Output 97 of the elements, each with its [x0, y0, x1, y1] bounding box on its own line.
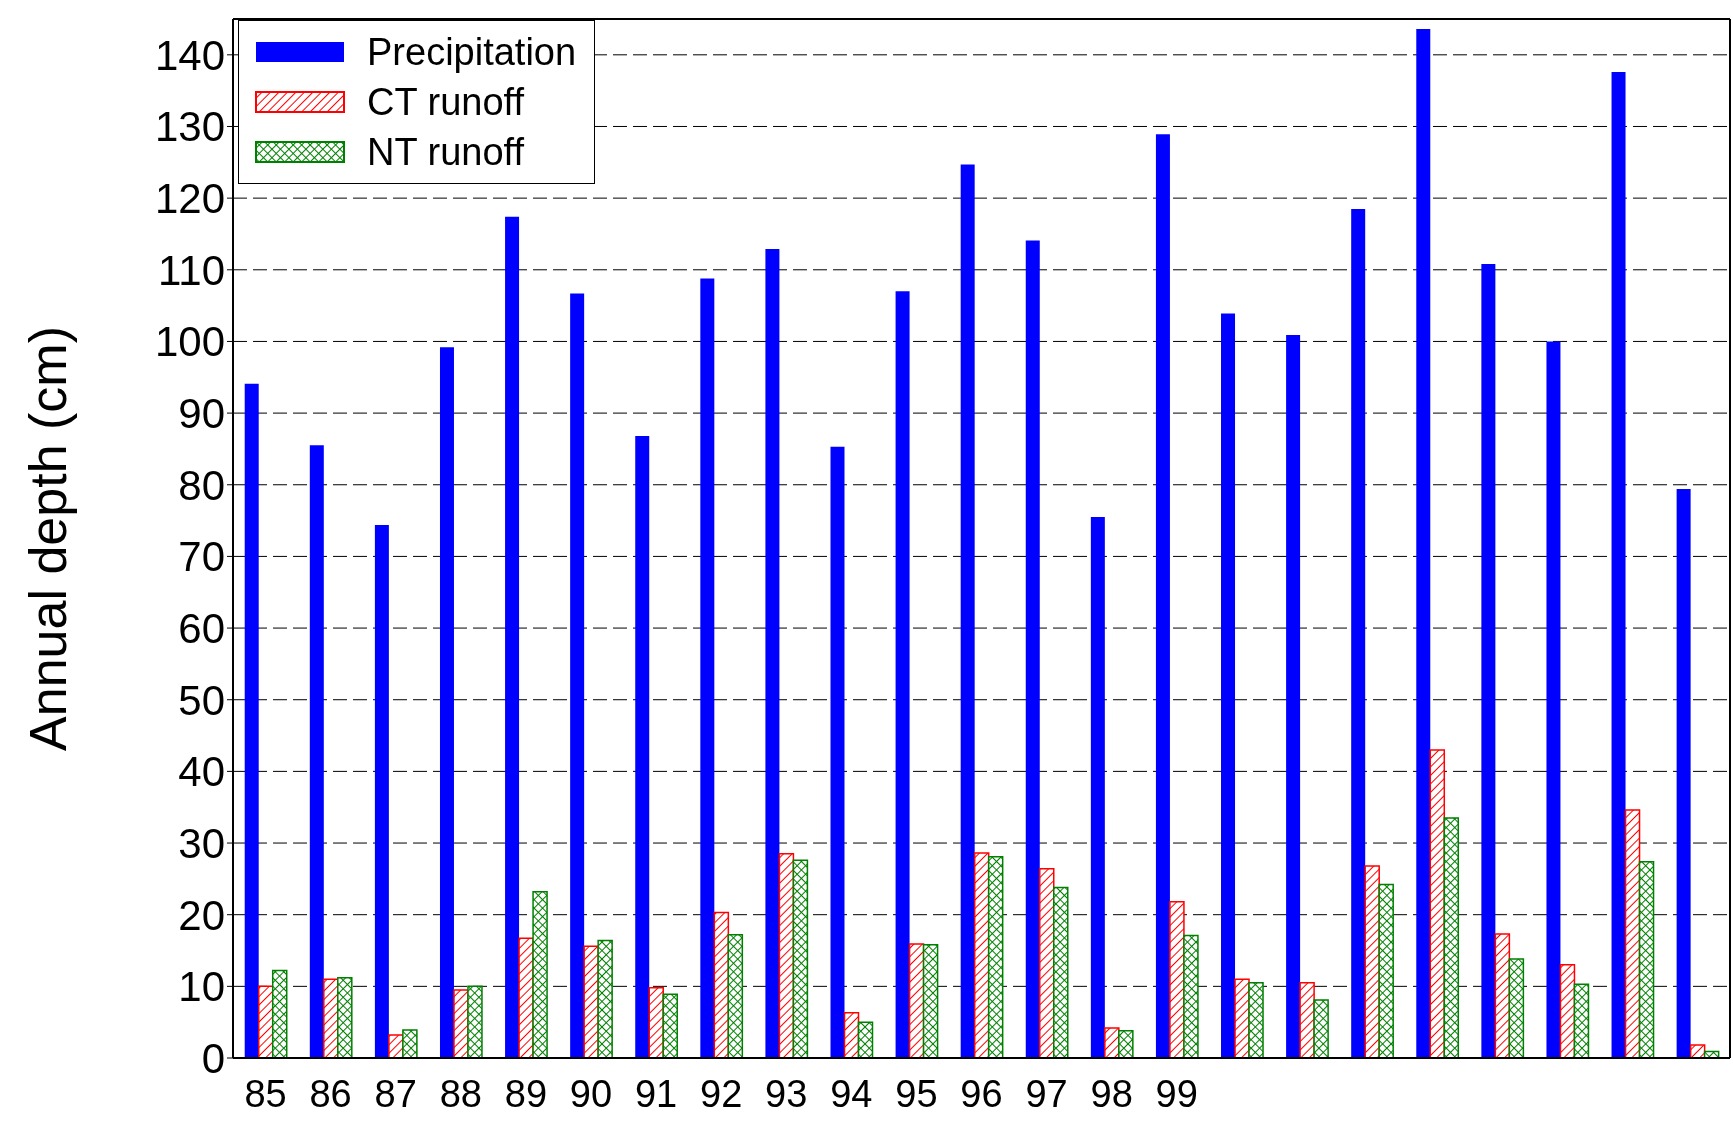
x-tick-label: 97	[1025, 1072, 1068, 1115]
bar	[309, 445, 324, 1058]
x-tick-label: 91	[634, 1072, 678, 1115]
y-tick-label: 110	[158, 246, 225, 294]
bar	[857, 1021, 874, 1058]
y-tick-label: 0	[201, 1034, 225, 1082]
bar	[1624, 809, 1641, 1058]
bar	[1351, 208, 1366, 1058]
bar	[374, 524, 389, 1058]
y-tick-label: 30	[178, 819, 225, 867]
legend-label: CT runoff	[367, 80, 525, 124]
bar	[1494, 933, 1511, 1058]
y-tick-label: 20	[178, 891, 225, 939]
x-tick-label: 86	[309, 1072, 352, 1115]
bar	[765, 249, 780, 1058]
bar	[700, 278, 715, 1058]
bar	[1313, 999, 1329, 1058]
bar	[1155, 134, 1170, 1058]
bar	[244, 383, 259, 1058]
x-tick-label: 98	[1090, 1072, 1133, 1115]
bar	[337, 977, 353, 1058]
bar	[1286, 335, 1301, 1058]
bar	[1221, 313, 1236, 1058]
y-tick-label: 100	[154, 318, 225, 366]
x-tick-label: 89	[504, 1072, 548, 1115]
bar	[987, 855, 1004, 1058]
bar	[271, 969, 288, 1058]
bar	[1118, 1030, 1134, 1058]
bar	[1364, 865, 1380, 1058]
bar	[662, 993, 678, 1058]
legend-label: Precipitation	[367, 30, 577, 74]
bar	[323, 978, 339, 1058]
bar	[1234, 978, 1250, 1058]
x-tick-label: 93	[765, 1072, 808, 1115]
bar	[1676, 489, 1691, 1058]
bar	[895, 291, 910, 1058]
bar	[532, 891, 548, 1058]
bar	[1090, 517, 1105, 1058]
bar	[830, 446, 845, 1058]
bar	[727, 934, 744, 1058]
y-tick-label: 10	[178, 963, 225, 1011]
y-tick-label: 70	[178, 533, 225, 581]
bar	[973, 852, 990, 1058]
bar	[1443, 817, 1460, 1058]
bar	[1559, 964, 1576, 1058]
bar	[922, 944, 939, 1058]
x-tick-label: 95	[895, 1072, 938, 1115]
y-tick-label: 130	[154, 103, 225, 151]
bar	[439, 347, 454, 1058]
y-tick-label: 80	[178, 461, 225, 509]
bar	[792, 859, 809, 1058]
bar	[1689, 1044, 1706, 1058]
y-tick-label: 90	[178, 390, 225, 438]
x-tick-label: 99	[1155, 1072, 1198, 1115]
bar	[648, 987, 664, 1058]
bar	[1248, 982, 1264, 1058]
bar	[1611, 72, 1626, 1058]
bar	[1183, 934, 1199, 1058]
bar	[960, 164, 975, 1058]
y-tick-label: 140	[154, 31, 225, 79]
x-tick-label: 96	[960, 1072, 1003, 1115]
bar	[1638, 860, 1655, 1058]
bar	[1299, 982, 1315, 1058]
bar	[505, 216, 520, 1058]
y-tick-label: 120	[154, 175, 225, 223]
bar	[843, 1012, 860, 1058]
bar	[713, 911, 730, 1058]
bar	[1039, 868, 1055, 1058]
x-tick-label: 94	[830, 1072, 873, 1115]
bar	[402, 1029, 418, 1058]
legend-label: NT runoff	[367, 130, 525, 174]
bar	[583, 945, 599, 1058]
bar	[570, 293, 585, 1058]
bar	[1416, 29, 1431, 1058]
bar	[467, 985, 483, 1058]
y-axis-title: Annual depth (cm)	[19, 326, 78, 751]
bar	[1481, 264, 1496, 1058]
y-tick-label: 50	[178, 676, 225, 724]
bar	[1429, 749, 1446, 1058]
x-tick-label: 85	[244, 1072, 287, 1115]
x-tick-label: 88	[439, 1072, 482, 1115]
y-tick-label: 60	[178, 604, 225, 652]
bar	[1508, 958, 1525, 1058]
x-tick-label: 87	[374, 1072, 417, 1115]
bar	[1169, 901, 1185, 1058]
bar	[778, 853, 795, 1058]
bar	[908, 943, 925, 1058]
y-tick-label: 40	[178, 748, 225, 796]
bar	[597, 939, 613, 1058]
bar	[635, 436, 650, 1058]
bar	[1378, 883, 1394, 1058]
x-tick-label: 90	[569, 1072, 613, 1115]
bar	[1546, 341, 1561, 1058]
x-tick-label: 92	[700, 1072, 743, 1115]
bar	[1053, 886, 1069, 1058]
bar	[1025, 240, 1040, 1058]
bar	[1573, 983, 1590, 1058]
